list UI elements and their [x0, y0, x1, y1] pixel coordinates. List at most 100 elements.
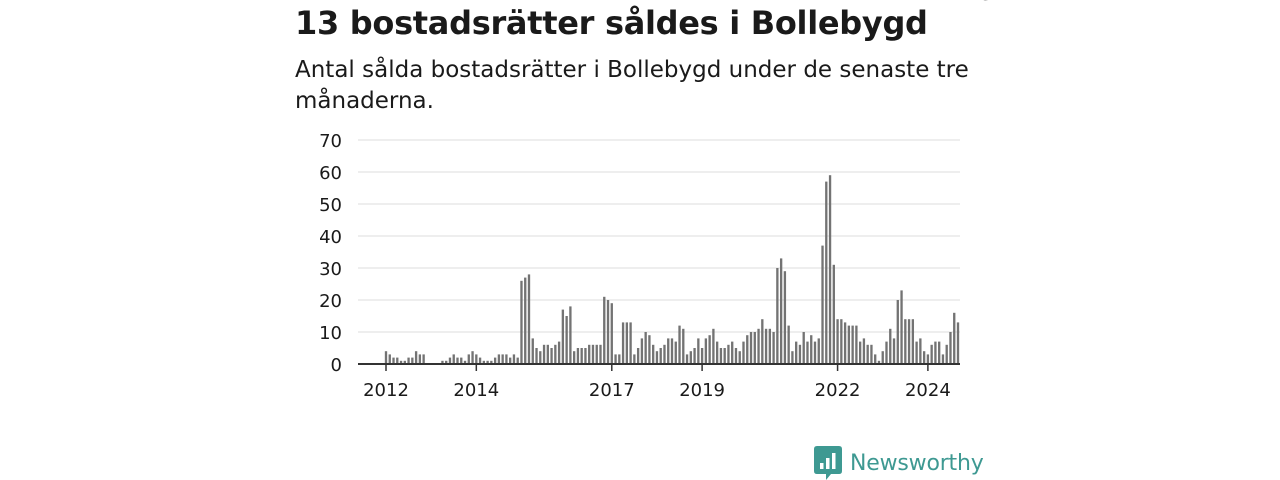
bar	[682, 328, 685, 364]
bar	[576, 348, 580, 364]
bar	[467, 354, 470, 364]
bar	[938, 341, 941, 364]
bar	[712, 328, 715, 364]
bar	[821, 245, 824, 364]
bar	[539, 351, 542, 364]
bar	[663, 344, 666, 364]
bar	[670, 338, 674, 364]
bar	[599, 344, 602, 364]
bar	[843, 322, 847, 364]
bar	[490, 360, 493, 364]
y-tick-label: 70	[319, 131, 342, 152]
bar	[817, 338, 820, 364]
x-tick-label: 2012	[363, 380, 409, 401]
bar	[614, 354, 617, 364]
bar	[460, 357, 463, 364]
bar	[674, 341, 677, 364]
bar	[584, 348, 587, 364]
bar	[892, 338, 896, 364]
x-axis: 2012 2014 2017 2019 2022 2024	[358, 363, 960, 401]
brand-logo[interactable]: Newsworthy	[814, 446, 984, 480]
bar	[629, 322, 632, 364]
bar	[531, 338, 534, 364]
bar	[550, 348, 553, 364]
bar	[738, 351, 741, 364]
bar	[757, 328, 760, 364]
bar	[399, 360, 403, 364]
bar	[535, 348, 538, 364]
bar	[922, 351, 926, 364]
bar	[772, 332, 775, 364]
bar	[870, 344, 873, 364]
bar	[542, 344, 546, 364]
bar	[889, 328, 892, 364]
bar	[753, 332, 756, 364]
bar	[896, 300, 899, 364]
bar	[934, 341, 937, 364]
bar	[392, 357, 395, 364]
y-tick-label: 50	[319, 195, 342, 216]
bar	[403, 360, 406, 364]
bar	[723, 348, 726, 364]
bar	[463, 360, 467, 364]
bar	[832, 264, 835, 364]
annotation: 13	[968, 0, 992, 5]
y-tick-label: 10	[319, 323, 342, 344]
bar	[633, 354, 636, 364]
y-tick-label: 40	[319, 227, 342, 248]
bar	[640, 338, 644, 364]
bar	[603, 296, 606, 364]
bar	[776, 268, 779, 364]
bar	[588, 344, 591, 364]
bar	[715, 341, 719, 364]
bar	[825, 181, 828, 364]
bar	[866, 344, 869, 364]
bar	[877, 360, 881, 364]
bar	[685, 354, 689, 364]
x-tick-label: 2022	[815, 380, 861, 401]
bar	[930, 344, 933, 364]
bar	[847, 325, 851, 364]
bar	[648, 335, 651, 364]
bar	[554, 344, 557, 364]
bar	[779, 258, 783, 364]
bar	[411, 357, 414, 364]
bar	[520, 280, 523, 364]
bar	[572, 351, 576, 364]
y-axis-labels: 0 10 20 30 40 50 60 70	[319, 131, 342, 376]
y-tick-label: 60	[319, 163, 342, 184]
bar	[471, 351, 474, 364]
bar	[621, 322, 625, 364]
bar	[828, 175, 832, 364]
bar	[813, 341, 817, 364]
bar	[693, 348, 696, 364]
bar	[700, 348, 704, 364]
bar	[497, 354, 501, 364]
chart-subtitle: Antal sålda bostadsrätter i Bollebygd un…	[295, 57, 969, 114]
bar	[697, 338, 700, 364]
bar	[384, 351, 388, 364]
y-tick-label: 20	[319, 291, 342, 312]
bar	[448, 357, 452, 364]
bar	[761, 319, 764, 364]
bar	[493, 357, 497, 364]
bar	[482, 360, 486, 364]
bar	[874, 354, 877, 364]
bar	[478, 357, 482, 364]
bar	[840, 319, 843, 364]
bar	[783, 271, 787, 364]
bar	[941, 354, 945, 364]
bar	[422, 354, 425, 364]
bar	[746, 335, 749, 364]
bar	[904, 319, 907, 364]
x-tick-label: 2014	[453, 380, 499, 401]
bar	[926, 354, 930, 364]
bar-chart: 0 10 20 30 40 50 60 70 2012 2014 2017 2019 2022 2024…	[319, 0, 993, 401]
bar	[501, 354, 504, 364]
bar	[719, 348, 723, 364]
bar	[795, 341, 798, 364]
y-tick-label: 30	[319, 259, 342, 280]
bar	[636, 348, 640, 364]
bar	[456, 357, 459, 364]
gridlines	[358, 139, 960, 333]
